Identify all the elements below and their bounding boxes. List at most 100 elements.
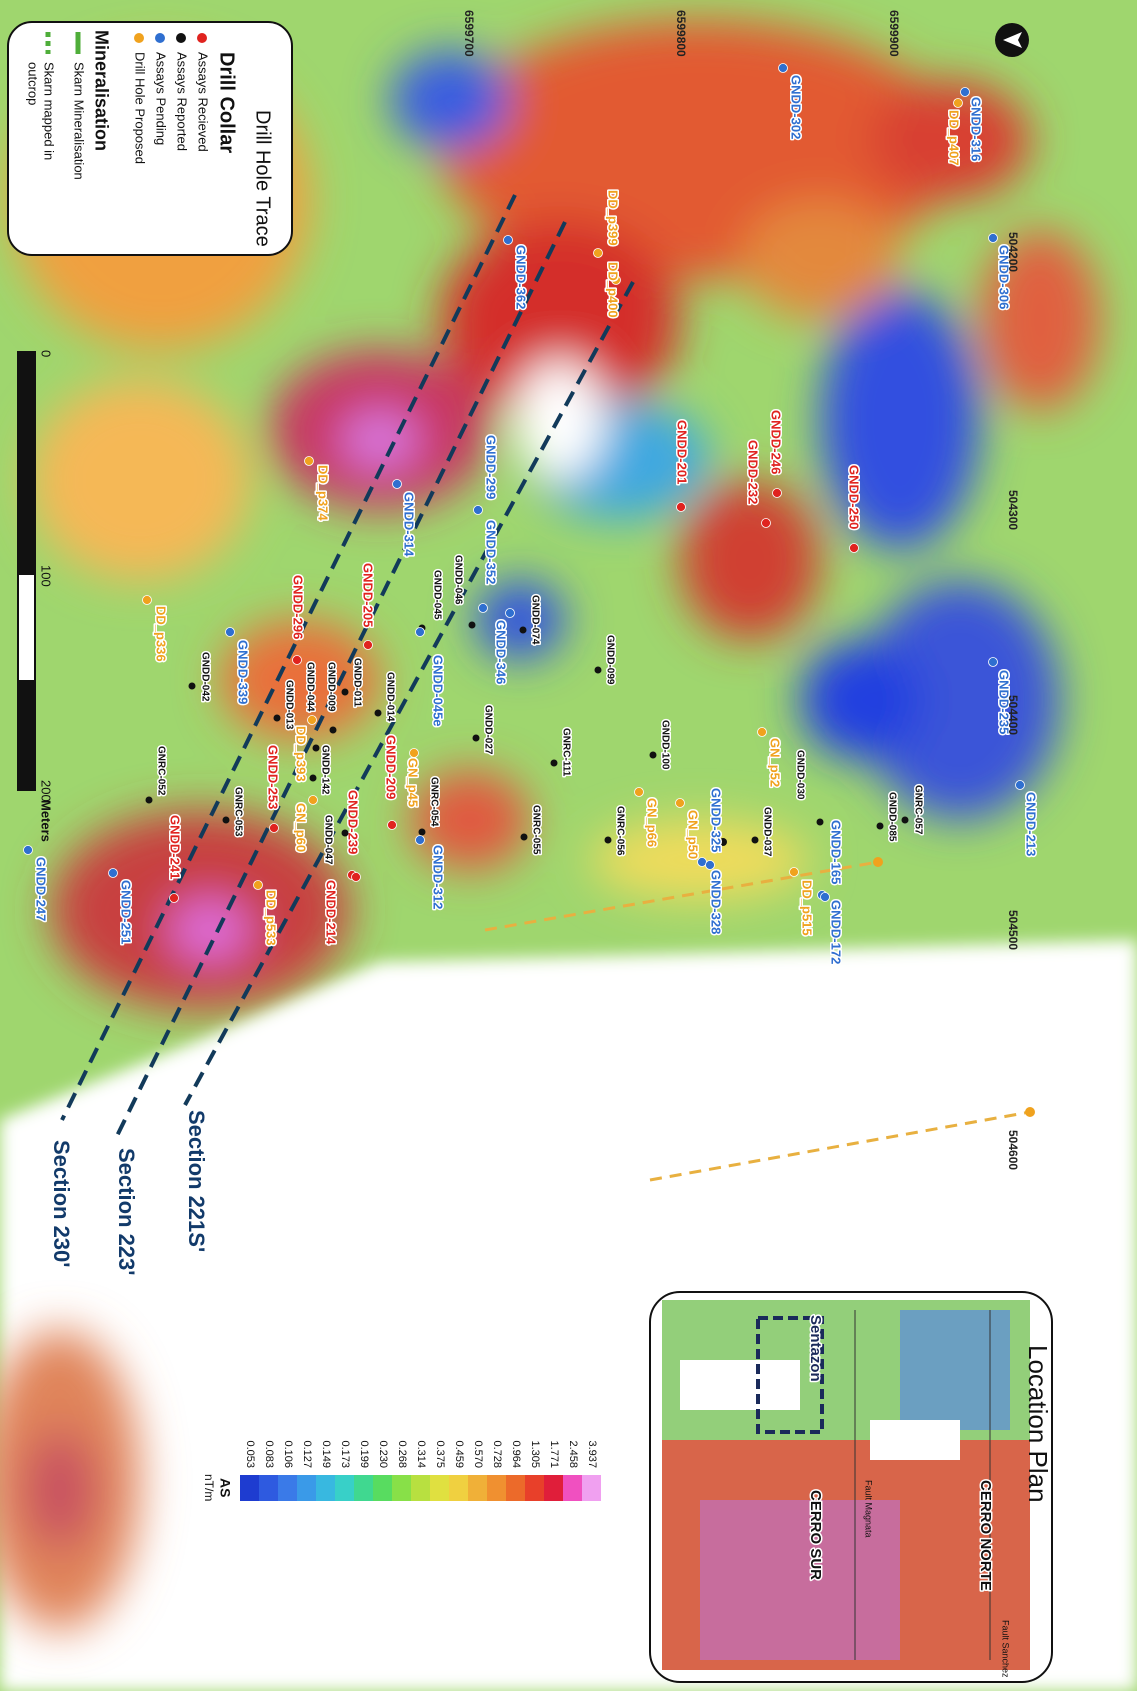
easting-label: 504500: [1006, 910, 1020, 950]
hole-label: DD_p407: [947, 110, 962, 166]
legend-swatch: [134, 33, 144, 43]
hole-label: GNDD-339: [236, 640, 251, 704]
color-swatch: [544, 1475, 563, 1501]
color-scale-label: 0.375: [434, 1440, 446, 1468]
drill-collar: [649, 751, 657, 759]
drill-collar: [751, 836, 759, 844]
section-line: [183, 281, 635, 1106]
hole-label: DD_p533: [264, 890, 279, 946]
drill-collar: [901, 816, 909, 824]
drill-collar: [503, 235, 513, 245]
legend-item: outcrop: [26, 62, 41, 105]
color-scale-label: 0.728: [491, 1440, 503, 1468]
drill-collar: [876, 822, 884, 830]
heatmap-blob: [800, 640, 920, 760]
drill-collar: [772, 488, 782, 498]
hole-label: GNDD-045: [431, 570, 442, 620]
drill-collar: [611, 275, 621, 285]
hole-label: GNRC-052: [155, 746, 166, 796]
color-scale-label: 0.106: [282, 1440, 294, 1468]
drill-collar: [472, 734, 480, 742]
color-swatch: [278, 1475, 297, 1501]
hole-label: GNDD-362: [514, 245, 529, 309]
heatmap-blob: [220, 620, 380, 740]
proposed-trace: [484, 860, 879, 932]
drill-holes: GNDD-246 GNDD-232 GNDD-250 GNDD-201 GNDD-205…: [23, 63, 1040, 966]
drill-collar: [505, 608, 515, 618]
hole-label: GNDD-247: [34, 857, 49, 921]
drill-collar: [520, 833, 528, 841]
inset-label: Sentazon: [807, 1315, 824, 1382]
drill-collar: [292, 655, 302, 665]
hole-label: GNDD-205: [361, 563, 376, 627]
legend: Drill Hole Trace Drill Collar Assays Recie…: [26, 30, 274, 247]
color-swatch: [582, 1475, 601, 1501]
color-scale: 0.053 0.083 0.106 0.127 0.149 0.173 0.199 0.230…: [202, 1440, 601, 1501]
hole-label: GNRC-057: [912, 785, 923, 835]
legend-title: Drill Hole Trace: [252, 110, 274, 247]
location-plan-labels: Location Plan CERRO NORTE CERRO SUR Sentazo…: [806, 1314, 1054, 1679]
inset-highlight: [756, 1316, 824, 1434]
inset-zone: [700, 1500, 900, 1660]
hole-label: GNDD-165: [829, 820, 844, 884]
drill-collar: [594, 666, 602, 674]
drill-collar: [593, 248, 603, 258]
heatmap-blob: [440, 220, 680, 420]
heatmap-blob: [820, 290, 980, 550]
inset-label: Fault Magnata: [864, 1480, 874, 1538]
hole-label: GNDD-306: [997, 245, 1012, 309]
color-swatch: [525, 1475, 544, 1501]
drill-collar: [1025, 1107, 1035, 1117]
drill-collar: [363, 640, 373, 650]
drill-collar: [108, 868, 118, 878]
drill-collar: [273, 714, 281, 722]
hole-label: GNDD-037: [761, 807, 772, 857]
color-scale-label: 0.964: [510, 1440, 522, 1468]
section-line: [60, 194, 517, 1121]
legend-heading: Mineralisation: [91, 30, 111, 151]
color-swatch: [259, 1475, 278, 1501]
easting-label: 504400: [1006, 695, 1020, 735]
heatmap-blob: [410, 770, 530, 870]
drill-collar: [519, 626, 527, 634]
inset-label: CERRO NORTE: [977, 1480, 994, 1591]
hole-label: DD_p400: [606, 262, 621, 318]
hole-label: GNDD-099: [604, 635, 615, 685]
legend-swatch: [197, 33, 207, 43]
color-scale-label: 1.305: [529, 1440, 541, 1468]
legend-heading: Drill Collar: [216, 52, 238, 153]
legend-box: [7, 21, 293, 256]
hole-label: DD_p515: [800, 880, 815, 936]
inset-label: Fault Sanchez: [1001, 1620, 1011, 1678]
color-scale-label: 1.771: [548, 1440, 560, 1468]
hole-label: GNDD-328: [709, 870, 724, 934]
hole-label: GNDD-201: [675, 420, 690, 484]
section-label: Section 223': [114, 1148, 139, 1276]
northing-label: 6599900: [887, 10, 901, 57]
drill-collar: [169, 893, 179, 903]
section-label: Section 221S': [184, 1110, 209, 1252]
hole-label: GNRC-111: [560, 728, 571, 777]
magnetic-heatmap-corner: [0, 1330, 140, 1630]
hole-label: GNDD-142: [319, 745, 330, 795]
drill-collar: [415, 627, 425, 637]
heatmap-blob: [680, 480, 820, 640]
hole-label: GNDD-042: [199, 652, 210, 702]
color-swatch: [354, 1475, 373, 1501]
color-scale-label: 0.127: [301, 1440, 313, 1468]
legend-item: Skarn Mineralisation: [72, 62, 87, 180]
color-swatch: [335, 1475, 354, 1501]
heatmap-blob: [30, 380, 250, 580]
drill-collar: [409, 748, 419, 758]
drill-collar: [329, 726, 337, 734]
drill-collar: [757, 727, 767, 737]
drill-collar: [468, 621, 476, 629]
color-scale-label: 0.268: [396, 1440, 408, 1468]
hole-label: GNDD-014: [384, 672, 395, 722]
inset-zone: [870, 1420, 960, 1460]
hole-label: GNRC-053: [232, 787, 243, 837]
hole-label: GNDD-325: [709, 788, 724, 852]
hole-label: GNDD-209: [384, 735, 399, 799]
drill-collar: [960, 87, 970, 97]
